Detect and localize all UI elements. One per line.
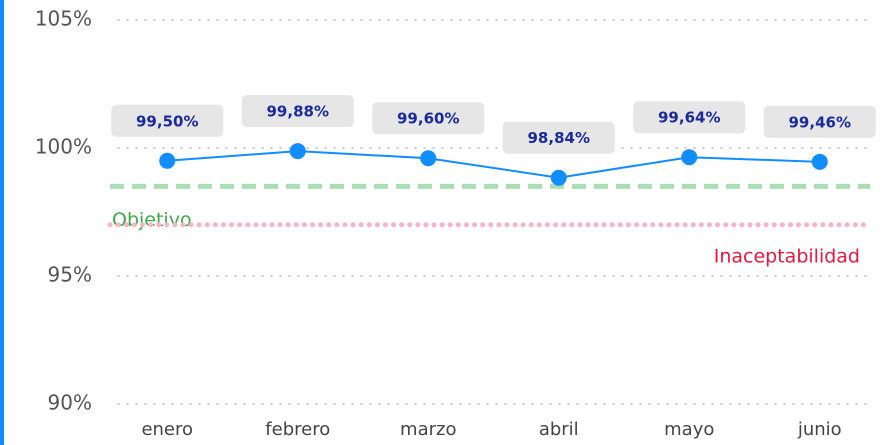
label-box <box>763 105 876 138</box>
label-box <box>372 102 485 135</box>
label-box <box>111 104 224 137</box>
data-label: 99,64% <box>658 109 720 127</box>
reference-label: Inaceptabilidad <box>714 245 860 267</box>
data-label: 99,88% <box>267 103 329 121</box>
data-label: 98,84% <box>528 129 590 147</box>
point <box>681 149 698 166</box>
y-tick-label: 105% <box>35 7 92 31</box>
data-label: 99,60% <box>397 110 459 128</box>
x-tick-label: junio <box>797 419 842 440</box>
label-box <box>502 121 615 154</box>
y-tick-label: 95% <box>48 263 92 287</box>
point <box>550 169 567 186</box>
reference-label: Objetivo <box>112 209 192 231</box>
x-tick-label: mayo <box>664 419 714 440</box>
data-label: 99,50% <box>136 112 198 130</box>
point <box>159 152 176 169</box>
x-tick-label: abril <box>539 419 579 440</box>
line <box>167 150 820 179</box>
x-tick-label: marzo <box>400 419 456 440</box>
label-box <box>633 101 746 134</box>
label-box <box>241 95 354 128</box>
point <box>289 143 306 160</box>
y-tick-label: 100% <box>35 135 92 159</box>
x-tick-label: enero <box>141 419 193 440</box>
x-tick-label: febrero <box>265 419 330 440</box>
point <box>420 150 437 167</box>
left-border <box>0 0 4 445</box>
point <box>811 153 828 170</box>
y-tick-label: 90% <box>48 391 92 415</box>
data-label: 99,46% <box>789 113 851 131</box>
